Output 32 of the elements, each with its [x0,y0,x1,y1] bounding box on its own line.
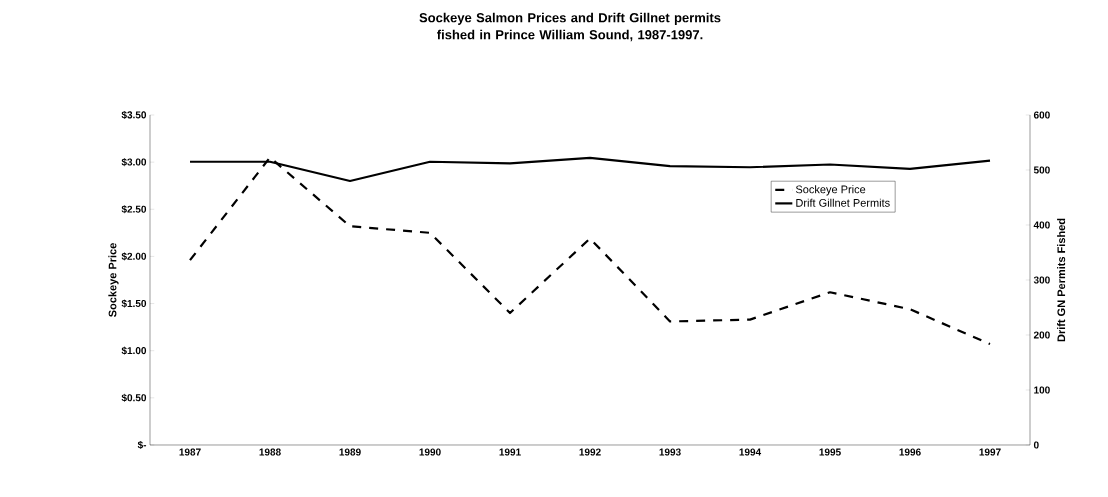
legend-label: Sockeye Price [795,185,866,196]
x-tick-label: 1990 [419,448,441,456]
y-axis-title: Sockeye Price [108,243,119,317]
y2-tick-label: 500 [1033,166,1050,174]
x-tick-label: 1994 [739,448,762,456]
y2-tick-label: 600 [1033,111,1050,119]
y-tick-label: $2.00 [121,252,147,261]
chart-title: Sockeye Salmon Prices and Drift Gillnet permits fished in Prince William Sound, 1987-1997. [419,12,721,42]
y2-tick-label: 400 [1033,221,1050,229]
y2-tick-label: 100 [1034,386,1050,394]
x-tick-label: 1993 [659,448,681,456]
y2-axis-title: Drift GN Permits Fished [1057,218,1066,342]
line-series [188,156,992,346]
x-tick-label: 1997 [979,448,1001,456]
y-tick-label: $1.50 [121,299,147,308]
y-tick-label: $2.50 [121,205,147,214]
y2-tick-label: 300 [1033,276,1050,284]
x-tick-label: 1995 [819,448,841,456]
x-tick-label: 1996 [899,448,921,456]
y-tick-label: $0.50 [121,393,147,402]
y-tick-label: $1.00 [121,346,147,355]
y-tick-label: $3.50 [121,110,147,120]
x-tick-label: 1987 [179,448,201,456]
y-tick-label: $3.00 [121,158,147,167]
x-tick-label: 1991 [499,448,521,456]
x-tick-label: 1988 [259,448,281,456]
x-tick-label: 1992 [579,448,601,456]
y2-tick-label: 200 [1033,331,1050,339]
y-tick-label: $- [137,440,147,450]
legend-label: Drift Gillnet Permits [796,198,890,207]
x-tick-label: 1989 [339,448,361,456]
y2-tick-label: 0 [1033,441,1039,449]
